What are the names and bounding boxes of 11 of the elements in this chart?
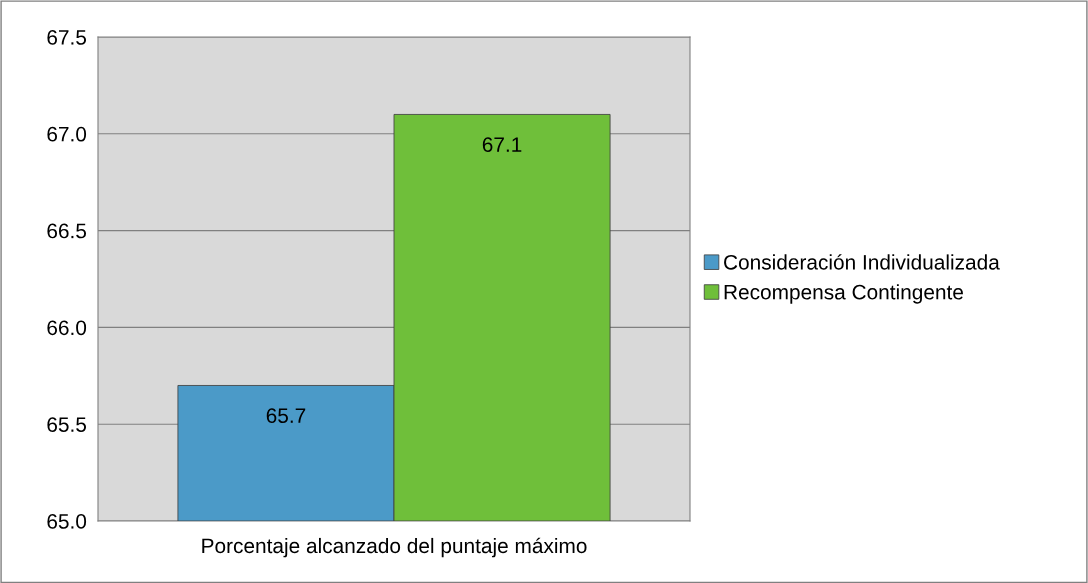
- legend-label: Recompensa Contingente: [724, 284, 963, 304]
- y-tick-label: 65.5: [47, 417, 87, 432]
- x-tick-label: Porcentaje alcanzado del puntaje máximo: [202, 537, 587, 558]
- y-tick-label: 67.5: [47, 30, 87, 45]
- y-tick-label: 66.0: [47, 320, 87, 336]
- data-label: 67.1: [482, 137, 522, 152]
- y-tick-label: 65.0: [47, 514, 87, 529]
- y-tick-label: 67.0: [47, 126, 87, 142]
- legend-label: Consideración Individualizada: [724, 254, 1000, 270]
- data-label: 65.7: [266, 408, 306, 423]
- y-tick-label: 66.5: [47, 223, 87, 239]
